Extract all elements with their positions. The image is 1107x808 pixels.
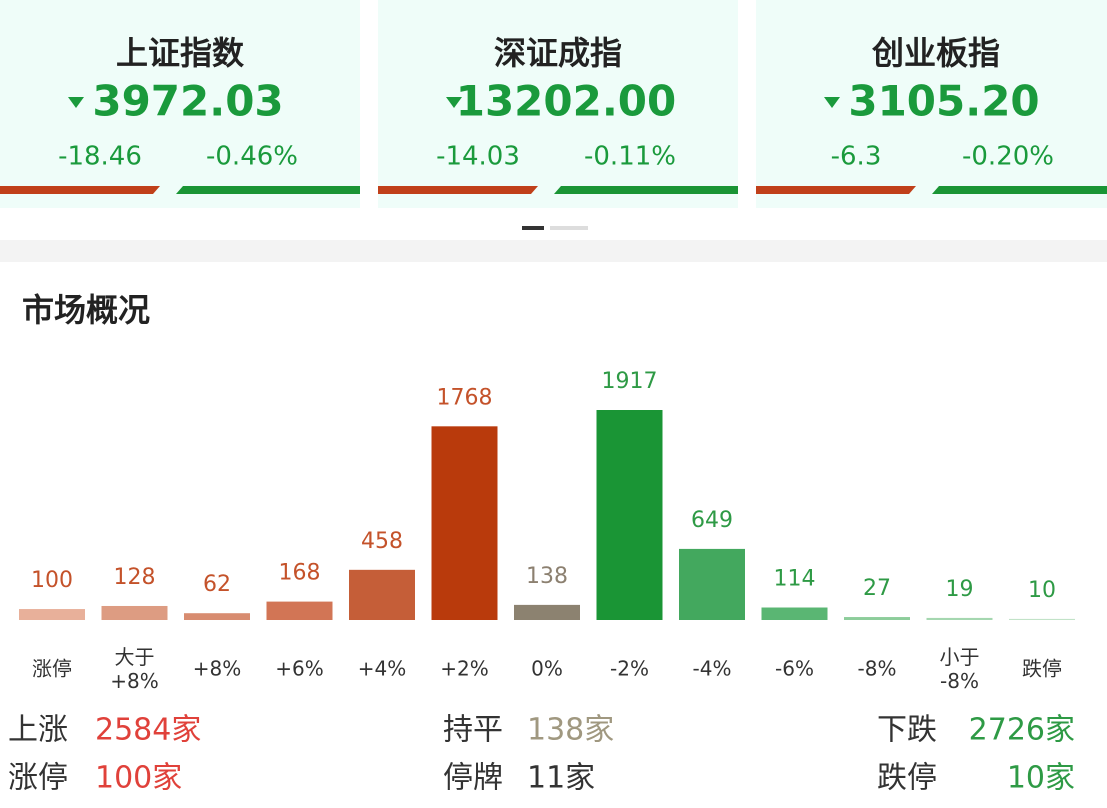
value-label: 19: [946, 577, 974, 602]
card-bg: [756, 0, 1107, 208]
page-dot: [550, 226, 588, 230]
up-ratio-bar: [756, 186, 916, 194]
bar: [926, 617, 993, 620]
category-label: -8%: [858, 657, 897, 681]
bar: [184, 613, 250, 620]
index-card: 创业板指 3105.20 -6.3 -0.20%: [756, 0, 1107, 208]
bar: [266, 601, 333, 620]
index-name: 深证成指: [494, 34, 622, 72]
value-label: 10: [1028, 578, 1056, 603]
down-arrow: [824, 97, 840, 108]
summary-label: 涨停: [8, 761, 68, 796]
index-name: 上证指数: [116, 34, 245, 72]
bar: [761, 607, 828, 620]
value-label: 1917: [602, 369, 658, 394]
down-ratio-bar: [554, 186, 738, 194]
category-label: +4%: [358, 657, 407, 681]
value-label: 100: [31, 568, 73, 593]
bar: [844, 617, 910, 620]
index-value: 3105.20: [848, 77, 1039, 126]
value-label: 138: [526, 564, 568, 589]
category-label: 涨停: [32, 657, 72, 681]
category-label: +6%: [275, 657, 324, 681]
value-label: 1768: [437, 385, 493, 410]
summary-value: 138家: [527, 713, 614, 748]
bar: [101, 605, 168, 620]
index-change: -6.3: [831, 142, 882, 172]
down-ratio-bar: [176, 186, 360, 194]
index-card: 上证指数 3972.03 -18.46 -0.46%: [0, 0, 360, 208]
index-change: -14.03: [436, 142, 520, 172]
index-name: 创业板指: [871, 34, 1000, 72]
value-label: 114: [774, 567, 816, 592]
category-label: 0%: [531, 657, 563, 681]
category-label: 跌停: [1022, 657, 1062, 681]
category-label: -2%: [610, 657, 649, 681]
value-label: 168: [279, 561, 321, 586]
summary-label: 上涨: [8, 713, 68, 748]
index-card: 深证成指 13202.00 -14.03 -0.11%: [378, 0, 738, 208]
index-percent: -0.11%: [584, 142, 676, 172]
separator: [0, 240, 1107, 262]
page-dot-active: [522, 226, 544, 230]
summary-label: 跌停: [877, 761, 937, 796]
category-label: +8%: [193, 657, 242, 681]
value-label: 27: [863, 576, 891, 601]
down-arrow: [446, 97, 462, 108]
index-percent: -0.46%: [206, 142, 298, 172]
category-label: -4%: [693, 657, 732, 681]
index-cards: 上证指数 3972.03 -18.46 -0.46% 深证成指 13202.00 -14.0…: [0, 0, 1107, 208]
down-arrow: [68, 97, 84, 108]
bar: [596, 410, 663, 620]
summary-value: 2584家: [95, 713, 201, 748]
bar: [1009, 618, 1075, 620]
category-label: -6%: [775, 657, 814, 681]
summary-value: 100家: [95, 761, 182, 796]
card-bg: [378, 0, 738, 208]
bar: [431, 426, 498, 620]
summary-label: 下跌: [877, 713, 937, 748]
index-percent: -0.20%: [962, 142, 1054, 172]
category-label: +2%: [440, 657, 489, 681]
summary-value: 11家: [527, 761, 595, 796]
category-label: 大于+8%: [110, 645, 159, 693]
bar: [514, 604, 580, 620]
value-label: 128: [114, 565, 156, 590]
down-ratio-bar: [932, 186, 1107, 194]
bar: [349, 569, 415, 620]
value-label: 62: [203, 572, 231, 597]
bar-chart: 100 涨停 128 大于+8% 62 +8% 168 +6% 458 +4% 1768 +2% 138…: [19, 369, 1075, 693]
summary-label: 停牌: [443, 761, 503, 796]
up-ratio-bar: [0, 186, 160, 194]
section-title: 市场概况: [22, 291, 150, 329]
category-label: 小于-8%: [940, 645, 980, 693]
bar: [679, 548, 745, 620]
index-change: -18.46: [58, 142, 142, 172]
summary-value: 10家: [1007, 761, 1075, 796]
value-label: 458: [361, 529, 403, 554]
index-value: 13202.00: [456, 77, 677, 126]
summary-label: 持平: [443, 713, 503, 748]
card-bg: [0, 0, 360, 208]
bar: [19, 609, 85, 620]
index-value: 3972.03: [92, 77, 283, 126]
summary-value: 2726家: [969, 713, 1075, 748]
up-ratio-bar: [378, 186, 538, 194]
value-label: 649: [691, 508, 733, 533]
